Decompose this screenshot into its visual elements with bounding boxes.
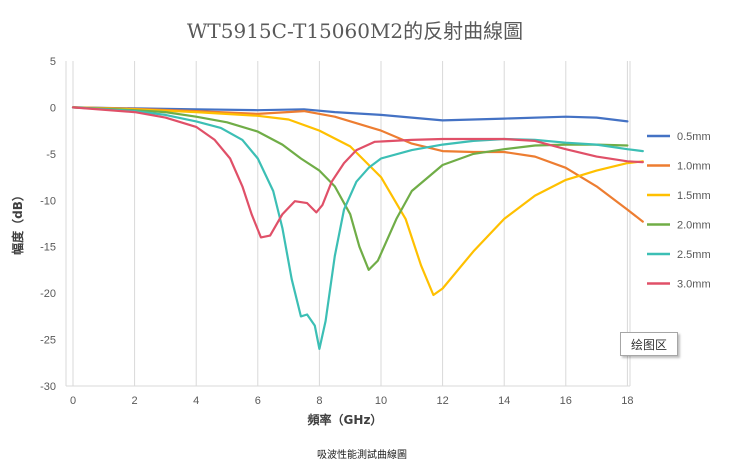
y-tick-label: 0 [50, 102, 56, 114]
y-tick-label: -25 [40, 335, 56, 347]
y-tick-label: -30 [40, 381, 56, 393]
legend-label-1.5mm: 1.5mm [677, 190, 711, 202]
x-tick-label: 8 [316, 395, 322, 407]
series-line-2.5mm [71, 106, 644, 350]
x-tick-label: 4 [193, 395, 199, 407]
x-tick-label: 16 [560, 395, 572, 407]
x-axis-ticks: 0 2 4 6 8 10 12 14 16 18 [70, 395, 634, 407]
series-line-3.0mm [71, 106, 644, 239]
x-tick-label: 14 [498, 395, 510, 407]
y-tick-label: 5 [50, 56, 56, 68]
series-line-2.0mm [71, 106, 629, 271]
legend-label-2.0mm: 2.0mm [677, 220, 711, 232]
x-tick-label: 2 [132, 395, 138, 407]
x-tick-label: 0 [70, 395, 76, 407]
legend-label-3.0mm: 3.0mm [677, 279, 711, 291]
y-tick-label: -15 [40, 242, 56, 254]
legend-label-0.5mm: 0.5mm [677, 131, 711, 143]
y-tick-label: -20 [40, 288, 56, 300]
legend-label-2.5mm: 2.5mm [677, 249, 711, 261]
x-tick-label: 10 [375, 395, 387, 407]
y-axis-ticks: 5 0 -5 -10 -15 -20 -25 -30 [40, 56, 56, 393]
series-line-1.0mm [71, 106, 644, 223]
y-axis-label: 幅度（dB） [10, 189, 25, 255]
x-tick-label: 12 [436, 395, 448, 407]
x-tick-label: 18 [621, 395, 633, 407]
x-axis-label: 頻率（GHz） [308, 412, 383, 427]
chart-title: WT5915C-T15060M2的反射曲線圖 [187, 19, 523, 43]
y-tick-label: -5 [46, 149, 56, 161]
legend-label-1.0mm: 1.0mm [677, 161, 711, 173]
series-line-0.5mm [71, 106, 629, 123]
series-lines [71, 106, 644, 350]
legend: 0.5mm 1.0mm 1.5mm 2.0mm 2.5mm 3.0mm [647, 131, 711, 291]
figure-caption: 吸波性能測試曲線圖 [317, 448, 407, 461]
y-tick-label: -10 [40, 195, 56, 207]
plot-area-tooltip: 绘图区 [620, 332, 678, 356]
series-line-1.5mm [71, 106, 644, 297]
x-tick-label: 6 [255, 395, 261, 407]
